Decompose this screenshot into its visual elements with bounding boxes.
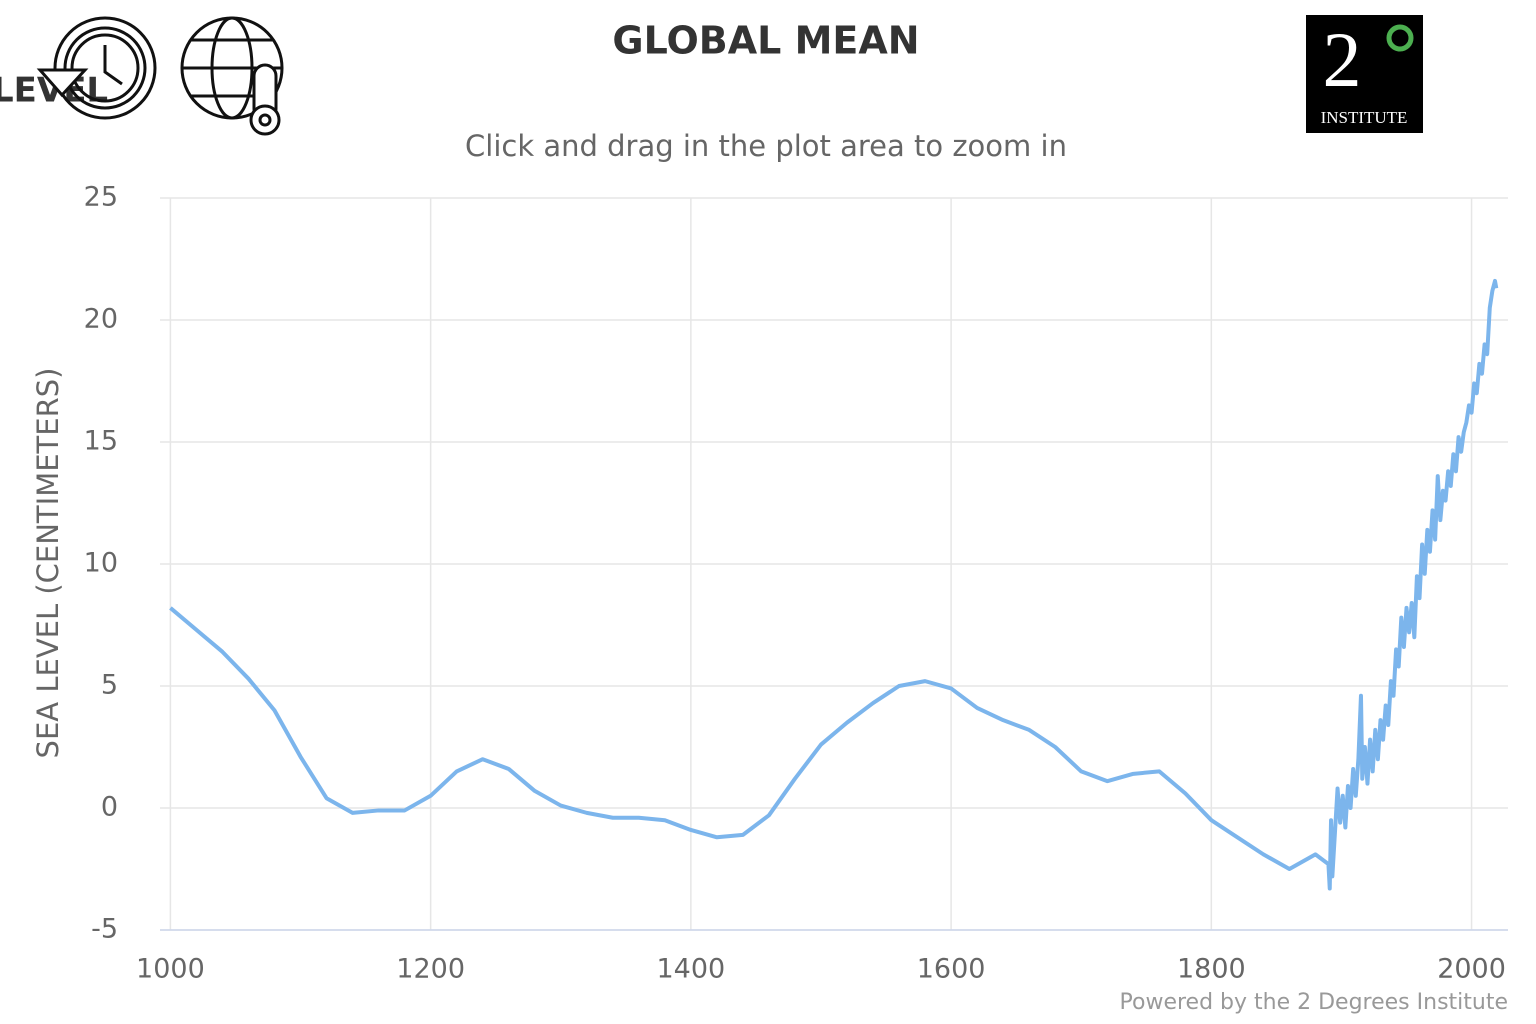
x-tick-label: 2000 xyxy=(1437,954,1506,985)
globe-icon xyxy=(180,16,284,136)
y-tick-label: 25 xyxy=(84,182,118,213)
data-line xyxy=(169,278,1499,891)
clock-icon xyxy=(36,16,157,120)
y-tick-label: 20 xyxy=(84,304,118,335)
x-tick-label: 1200 xyxy=(396,954,465,985)
x-tick-label: 1000 xyxy=(136,954,205,985)
x-tick-label: 1800 xyxy=(1177,954,1246,985)
x-tick-label: 1400 xyxy=(657,954,726,985)
logo: 2 INSTITUTE xyxy=(1306,15,1423,133)
y-tick-label: 0 xyxy=(101,792,118,823)
chart-subtitle: Click and drag in the plot area to zoom … xyxy=(465,129,1067,163)
y-tick-label: 5 xyxy=(101,670,118,701)
y-tick-label: 10 xyxy=(84,548,118,579)
logo-number: 2 xyxy=(1323,16,1362,103)
chart-title: GLOBAL MEAN xyxy=(612,19,919,63)
x-tick-label: 1600 xyxy=(917,954,986,985)
y-tick-label: -5 xyxy=(91,914,118,945)
y-axis-label: SEA LEVEL (CENTIMETERS) xyxy=(31,368,65,759)
logo-text: INSTITUTE xyxy=(1321,108,1408,127)
credit: Powered by the 2 Degrees Institute xyxy=(1120,990,1508,1015)
y-tick-label: 15 xyxy=(84,426,118,457)
